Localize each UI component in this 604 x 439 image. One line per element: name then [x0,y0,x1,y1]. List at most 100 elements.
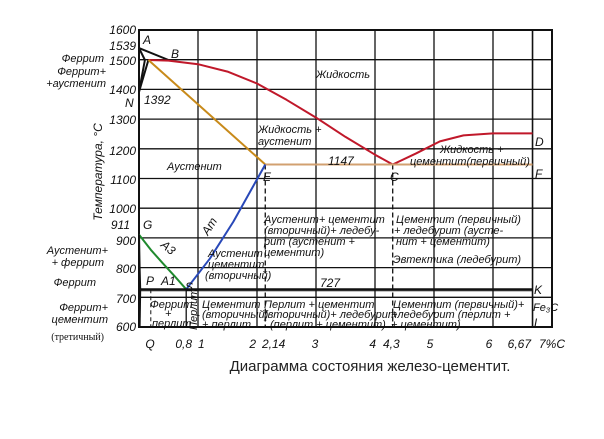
point-S: S [185,280,193,294]
y-axis-label: Температура, °С [91,123,105,221]
region-label: + [165,308,172,320]
x-tick: 2,14 [261,337,286,351]
x-tick: 2 [248,337,256,351]
curve-JE [147,59,266,166]
label: Феррит [62,53,104,65]
point-K: K [534,283,543,297]
region-label: Перлит + цементит [264,299,374,311]
x-tick: 4,3 [383,337,400,351]
region-label: Цементит (первичный)+ [393,299,525,311]
y-tick: 1100 [110,173,136,187]
point-N: N [125,96,134,110]
curve-JN [138,59,150,93]
y-tick: 600 [116,320,136,334]
region-label: нит + цементит) [396,236,490,248]
y-tick: 1600 [109,23,136,37]
region-label: Цементит (первичный) [396,214,521,226]
x-tick: 5 [427,337,434,351]
x-tick: 6 [486,337,493,351]
y-tick-labels: 1600 1539 1500 1400 1300 1200 1100 1000 … [109,23,136,334]
label: Аустенит+ [46,245,109,257]
y-tick: 800 [116,262,136,276]
region-austenite: Аустенит [166,161,222,173]
region-label: (вторичный)+ ледебу- [264,225,380,237]
region-label: цементит [208,259,264,271]
region-label: (вторичный) [205,270,272,282]
line-Am-label: Am [198,215,220,239]
grid [138,29,553,328]
region-labels: Жидкость Жидкость + аустенит Аустенит Жи… [150,69,530,331]
label: +аустенит [46,78,106,90]
caption: Диаграмма состояния железо-цементит. [230,358,511,375]
region-label: Жидкость + [439,144,504,156]
curve-BC [148,59,394,166]
region-label: перлит [152,318,192,330]
curve-GS [138,233,187,290]
line-A3-label: A3 [157,237,178,258]
region-label: рит (аустенит + [263,236,356,248]
y-tick: 1500 [109,54,136,68]
region-liquid: Жидкость [315,69,370,81]
temp-727: 727 [320,276,341,290]
label: Феррит [54,277,96,289]
region-label: цементит(первичный) [410,156,530,168]
region-label: + ледебурит (аусте- [394,225,503,237]
region-label: (перлит + цементит) [270,319,386,331]
y-tick: 1400 [109,83,136,97]
point-P: P [146,274,154,288]
point-A: A [142,33,151,47]
region-label: (вторичный) [202,309,269,321]
curve-PQ [138,289,142,328]
label: Феррит+ [57,66,106,78]
x-tick: 7%C [539,337,565,351]
curve-AB [138,47,169,61]
point-Fe3C: Fe₃C [533,302,558,314]
point-L: L [534,316,541,330]
left-labels: Феррит Феррит+ +аустенит Аустенит+ + фер… [46,53,109,343]
region-label: (вторичный)+ ледебурит [264,309,397,321]
region-label: + перлит [202,319,251,331]
temp-1147: 1147 [328,154,355,168]
y-tick: 700 [116,292,136,306]
label: Феррит+ [59,302,108,314]
y-tick: 900 [116,234,136,248]
y-tick: 911 [111,218,130,232]
region-label: Аустенит [207,248,263,260]
point-E: E [263,170,272,184]
label: цементит [52,314,108,326]
x-tick: 4 [369,337,376,351]
point-G: G [143,218,152,232]
curve-GP [138,234,142,290]
label: + феррит [52,257,104,269]
region-eutectic: Эвтектика (ледебурит) [393,254,521,266]
x-tick: 6,67 [508,337,533,351]
x-tick: 3 [312,337,319,351]
region-label: цементит) [264,247,324,259]
region-label: + цементит) [391,319,461,331]
y-tick: 1300 [109,113,136,127]
point-F: F [535,167,543,181]
curve-SE [185,164,267,290]
line-A1-label: A1 [160,274,176,288]
region-pearlite: Перлит [188,289,200,330]
point-B: B [171,47,179,61]
region-label: Цементит [202,299,260,311]
region-label: Феррит [150,299,192,311]
curve-AH [138,47,146,61]
region-label: Жидкость + [257,124,322,136]
x-tick: 0,8 [175,337,192,351]
temp-1392: 1392 [144,93,171,107]
y-tick: 1539 [109,39,136,53]
point-D: D [535,135,544,149]
plot-border [138,29,553,328]
region-label: Аустенит+ цементит [263,214,385,226]
x-tick: 1 [198,337,205,351]
phase-lines [138,47,533,328]
curve-CD [392,132,533,166]
y-tick: 1200 [109,144,136,158]
x-tick: Q [145,337,154,351]
y-tick: 1000 [109,202,136,216]
region-label: +ледебурит (перлит + [391,309,511,321]
label: (третичный) [51,332,104,343]
